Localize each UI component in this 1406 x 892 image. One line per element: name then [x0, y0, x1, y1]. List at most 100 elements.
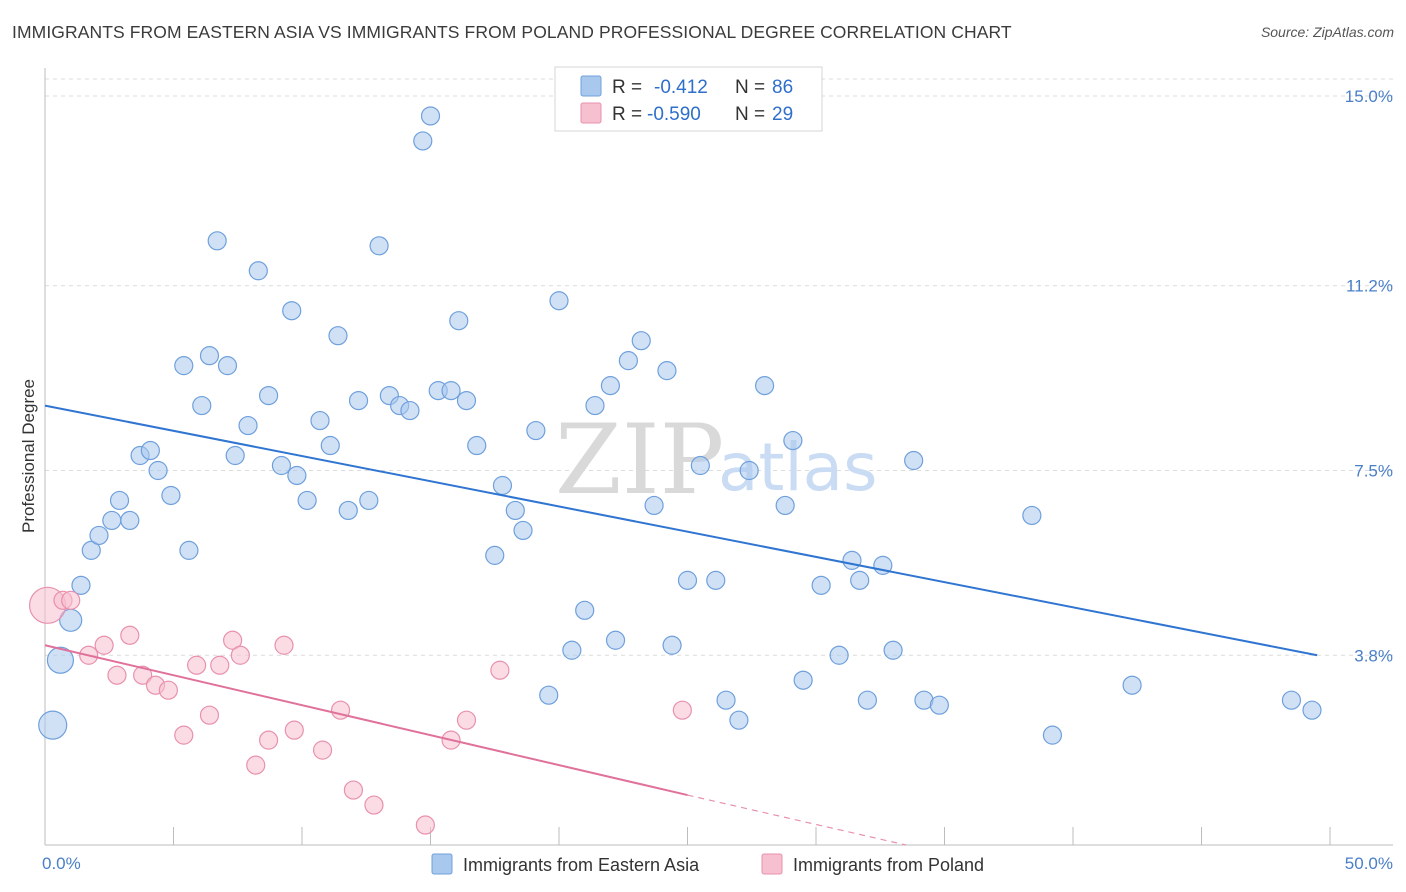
point-eastern-asia-17 [207, 231, 227, 251]
legend-r-label-poland: R = [612, 104, 642, 125]
point-poland-15 [230, 645, 250, 665]
point-eastern-asia-73 [842, 550, 862, 570]
point-eastern-asia-55 [605, 630, 626, 650]
point-eastern-asia-77 [883, 640, 903, 660]
grid-lines [45, 78, 1393, 656]
point-eastern-asia-61 [677, 570, 698, 590]
point-eastern-asia-49 [539, 685, 559, 705]
legend-r-value-eastern-asia: -0.412 [654, 77, 708, 98]
point-eastern-asia-24 [282, 301, 302, 321]
point-poland-23 [364, 795, 384, 815]
legend: R = -0.412 N = 86 R = -0.590 N = 29 [554, 66, 823, 132]
point-eastern-asia-83 [1122, 675, 1142, 695]
point-poland-22 [343, 780, 363, 800]
point-eastern-asia-7 [109, 490, 130, 511]
trend-line-poland [44, 644, 688, 797]
point-eastern-asia-56 [618, 351, 638, 371]
point-eastern-asia-3 [71, 575, 91, 595]
point-eastern-asia-71 [811, 575, 831, 595]
legend-swatch-eastern-asia [580, 75, 602, 97]
point-eastern-asia-16 [199, 346, 220, 366]
point-poland-24 [415, 815, 435, 835]
point-poland-26 [456, 710, 477, 730]
bottom-legend-label-poland: Immigrants from Poland [793, 855, 984, 875]
legend-n-label-eastern-asia: N = [735, 77, 765, 98]
point-eastern-asia-15 [192, 395, 212, 416]
point-eastern-asia-75 [857, 690, 878, 710]
point-eastern-asia-60 [662, 635, 682, 655]
point-eastern-asia-54 [600, 376, 621, 396]
point-eastern-asia-22 [258, 386, 279, 406]
bottom-legend-swatch-poland [761, 853, 783, 875]
legend-n-label-poland: N = [735, 104, 765, 125]
watermark: ZIP atlas [555, 404, 878, 516]
point-eastern-asia-46 [505, 500, 525, 521]
point-eastern-asia-0 [38, 710, 68, 740]
point-eastern-asia-19 [225, 445, 245, 466]
point-eastern-asia-78 [904, 450, 924, 471]
point-poland-2 [61, 590, 81, 610]
legend-r-label-eastern-asia: R = [612, 77, 642, 98]
point-eastern-asia-38 [420, 106, 441, 126]
point-eastern-asia-53 [585, 395, 605, 416]
point-eastern-asia-68 [775, 495, 795, 516]
bottom-legend-swatch-eastern-asia [431, 853, 453, 875]
point-eastern-asia-59 [657, 361, 677, 381]
point-poland-13 [210, 655, 230, 675]
point-eastern-asia-30 [338, 500, 358, 521]
point-eastern-asia-4 [81, 540, 101, 560]
point-eastern-asia-5 [89, 525, 109, 546]
point-eastern-asia-74 [850, 570, 870, 590]
point-poland-6 [120, 625, 140, 645]
point-eastern-asia-28 [320, 435, 340, 456]
point-eastern-asia-26 [297, 490, 317, 511]
point-eastern-asia-40 [441, 381, 461, 401]
point-eastern-asia-50 [549, 291, 569, 311]
point-eastern-asia-18 [217, 356, 238, 376]
point-eastern-asia-82 [1042, 725, 1063, 745]
trend-lines [44, 404, 1318, 846]
point-eastern-asia-13 [174, 356, 194, 376]
point-eastern-asia-63 [706, 570, 726, 590]
bottom-legend: Immigrants from Eastern Asia Immigrants … [431, 853, 984, 875]
source-label: Source: ZipAtlas.com [1260, 24, 1394, 40]
point-eastern-asia-33 [369, 236, 389, 256]
x-tick-label-1: 50.0% [1345, 854, 1393, 873]
point-eastern-asia-1 [46, 646, 75, 674]
point-eastern-asia-72 [829, 645, 849, 665]
point-poland-11 [187, 655, 207, 675]
point-poland-14 [223, 630, 243, 650]
point-eastern-asia-48 [526, 420, 546, 441]
point-eastern-asia-64 [716, 690, 736, 710]
point-eastern-asia-23 [271, 455, 292, 476]
point-eastern-asia-29 [328, 326, 348, 346]
point-eastern-asia-66 [739, 460, 759, 481]
point-eastern-asia-58 [644, 495, 664, 516]
point-eastern-asia-6 [102, 510, 122, 531]
y-tick-labels: 3.8% 7.5% 11.2% 15.0% [1345, 87, 1393, 665]
point-poland-10 [174, 725, 194, 745]
legend-r-value-poland: -0.590 [647, 104, 701, 125]
trend-line-eastern-asia [44, 404, 1318, 657]
point-eastern-asia-10 [140, 440, 160, 461]
point-poland-27 [490, 660, 510, 680]
point-poland-28 [672, 700, 692, 720]
point-eastern-asia-25 [287, 465, 307, 486]
y-tick-label-2: 11.2% [1346, 277, 1393, 296]
point-eastern-asia-67 [754, 376, 775, 396]
point-eastern-asia-27 [310, 410, 330, 431]
point-eastern-asia-8 [120, 510, 140, 531]
y-axis-label: Professional Degree [19, 379, 38, 533]
point-eastern-asia-20 [238, 415, 258, 436]
point-eastern-asia-32 [359, 490, 379, 511]
point-eastern-asia-47 [513, 520, 533, 541]
point-poland-16 [246, 755, 266, 775]
point-eastern-asia-43 [467, 435, 487, 456]
point-poland-18 [274, 635, 294, 655]
point-eastern-asia-81 [1022, 505, 1042, 526]
y-tick-label-0: 3.8% [1354, 646, 1393, 665]
point-eastern-asia-36 [400, 400, 420, 421]
point-eastern-asia-84 [1281, 690, 1302, 710]
point-eastern-asia-52 [575, 600, 595, 620]
point-eastern-asia-42 [456, 390, 477, 411]
